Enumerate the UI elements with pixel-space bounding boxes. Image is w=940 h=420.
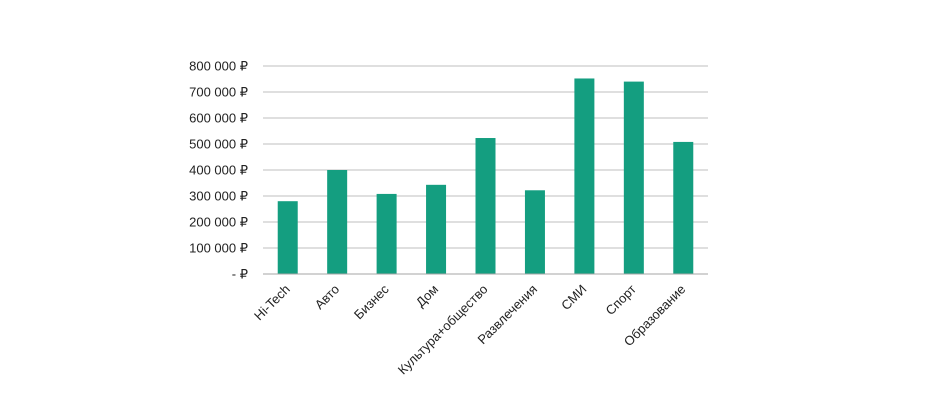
y-tick-label: 100 000 ₽ — [189, 241, 248, 256]
y-tick-label: - ₽ — [232, 267, 248, 282]
bar — [574, 78, 595, 274]
bar — [475, 138, 496, 274]
y-tick-label: 800 000 ₽ — [189, 59, 248, 74]
x-category-label: Hi-Tech — [251, 282, 293, 324]
x-category-label: Бизнес — [351, 281, 392, 322]
bar — [673, 141, 694, 274]
y-tick-label: 500 000 ₽ — [189, 137, 248, 152]
y-tick-label: 700 000 ₽ — [189, 85, 248, 100]
bar — [426, 184, 447, 274]
bar — [277, 201, 298, 274]
x-category-label: СМИ — [558, 282, 589, 313]
bar — [327, 170, 348, 274]
bar — [524, 190, 545, 274]
y-tick-label: 600 000 ₽ — [189, 111, 248, 126]
y-axis-tick-labels: - ₽ 100 000 ₽ 200 000 ₽ 300 000 ₽ 400 000 ₽ 5… — [189, 59, 248, 282]
x-category-label: Авто — [312, 282, 343, 313]
y-tick-label: 400 000 ₽ — [189, 163, 248, 178]
x-category-label: Культура+общество — [395, 282, 491, 378]
bars — [277, 78, 694, 274]
x-category-label: Спорт — [602, 281, 638, 317]
y-tick-label: 300 000 ₽ — [189, 189, 248, 204]
x-category-label: Дом — [413, 281, 441, 309]
bar — [376, 193, 397, 274]
y-tick-label: 200 000 ₽ — [189, 215, 248, 230]
bar — [623, 81, 644, 274]
x-axis-category-labels: Hi-Tech Авто Бизнес ДомКультура+обществоРаз… — [251, 281, 688, 377]
